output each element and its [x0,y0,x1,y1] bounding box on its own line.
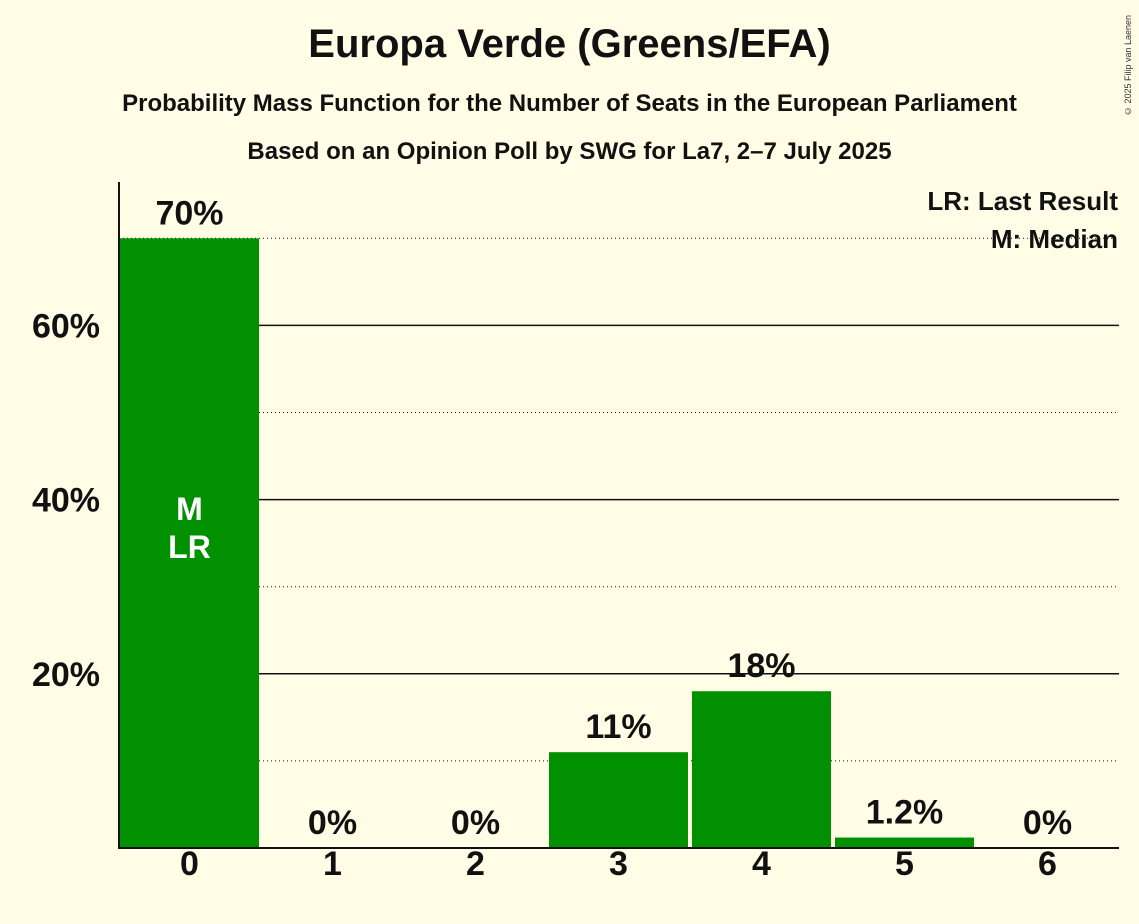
legend-entry-median: M: Median [991,224,1118,254]
data-label-3: 11% [585,708,651,746]
x-tick-label-5: 5 [895,845,914,883]
x-tick-label-4: 4 [752,845,771,883]
chart-source-subtitle: Based on an Opinion Poll by SWG for La7,… [247,138,892,165]
data-label-5: 1.2% [866,794,944,832]
data-label-2: 0% [451,804,500,842]
bar-4 [692,691,831,848]
x-tick-label-0: 0 [180,845,199,883]
legend-entry-last-result: LR: Last Result [927,186,1118,216]
bar-0 [120,238,259,849]
bar-inner-label-lr: LR [168,529,211,565]
x-tick-label-3: 3 [609,845,628,883]
bar-5 [835,837,974,848]
bar-inner-label-m: M [176,491,203,527]
y-tick-label-40: 40% [32,482,100,520]
data-label-0: 70% [155,194,223,232]
y-tick-label-20: 20% [32,656,100,694]
x-tick-label-1: 1 [323,845,342,883]
x-tick-label-6: 6 [1038,845,1057,883]
chart-title: Europa Verde (Greens/EFA) [308,22,831,66]
chart-subtitle: Probability Mass Function for the Number… [122,90,1017,117]
bar-3 [549,752,688,848]
data-label-6: 0% [1023,804,1072,842]
y-tick-label-60: 60% [32,307,100,345]
data-label-4: 18% [727,647,795,685]
data-label-1: 0% [308,804,357,842]
x-tick-label-2: 2 [466,845,485,883]
